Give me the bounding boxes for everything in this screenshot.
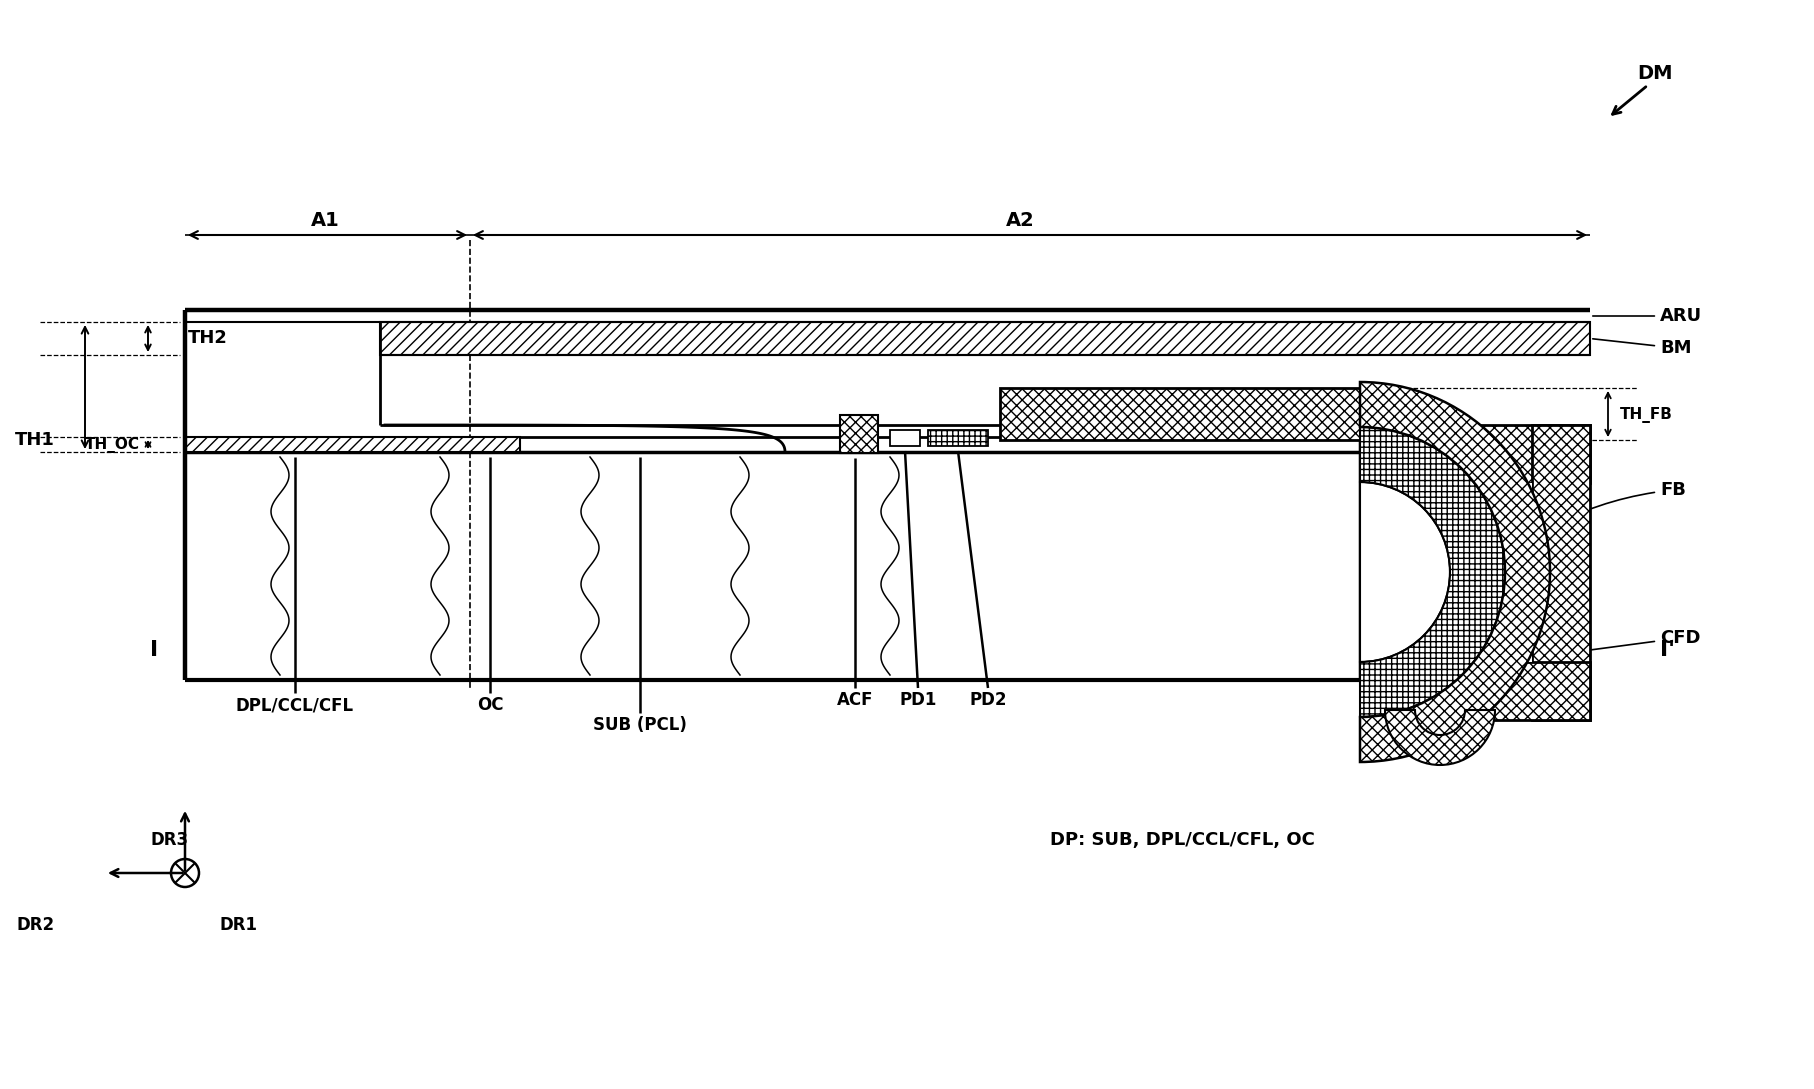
Text: PD2: PD2	[969, 692, 1007, 709]
Bar	[379, 322, 1589, 355]
Text: DP: SUB, DPL/CCL/CFL, OC: DP: SUB, DPL/CCL/CFL, OC	[1050, 831, 1313, 849]
Text: DR3: DR3	[151, 831, 189, 849]
Bar	[1000, 388, 1359, 440]
Text: TH_FB: TH_FB	[1620, 407, 1673, 423]
Text: DM: DM	[1636, 63, 1673, 83]
Wedge shape	[1359, 382, 1549, 762]
Bar	[1359, 425, 1589, 484]
Wedge shape	[1384, 710, 1495, 764]
Text: TH2: TH2	[189, 329, 229, 347]
Text: PD1: PD1	[898, 692, 936, 709]
Wedge shape	[1359, 427, 1504, 717]
Bar	[185, 437, 521, 452]
Text: SUB (PCL): SUB (PCL)	[593, 715, 686, 734]
Text: A1: A1	[310, 210, 339, 230]
Text: DPL/CCL/CFL: DPL/CCL/CFL	[236, 696, 354, 714]
Text: ACF: ACF	[836, 692, 873, 709]
Wedge shape	[1359, 482, 1449, 662]
Text: CFD: CFD	[1576, 629, 1700, 651]
Bar	[927, 430, 987, 446]
Bar	[1531, 425, 1589, 720]
Text: DR2: DR2	[16, 916, 54, 934]
Text: OC: OC	[477, 696, 502, 714]
Bar	[840, 415, 878, 453]
Text: TH_OC: TH_OC	[85, 437, 140, 453]
Text: BM: BM	[1593, 339, 1691, 357]
Text: I': I'	[1660, 640, 1674, 660]
Text: TH1: TH1	[15, 431, 54, 449]
Bar	[889, 430, 920, 446]
Text: I: I	[151, 640, 158, 660]
Text: A2: A2	[1005, 210, 1034, 230]
Bar	[1359, 662, 1589, 720]
Text: ARU: ARU	[1593, 307, 1702, 325]
Bar	[1360, 484, 1531, 662]
Text: DR1: DR1	[219, 916, 258, 934]
Text: FB: FB	[1460, 481, 1685, 600]
